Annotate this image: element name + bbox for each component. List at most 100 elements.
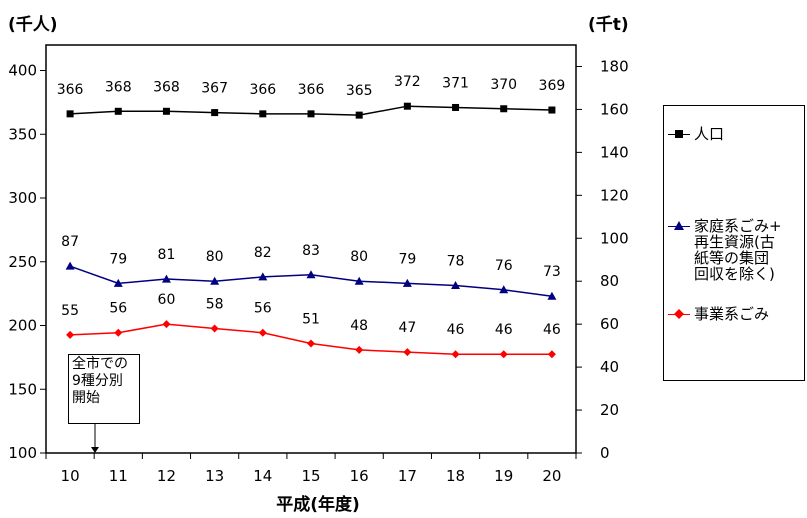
data-label: 79 [109,251,127,267]
x-tick-label: 13 [205,467,224,485]
data-point [452,103,460,111]
data-label: 368 [105,79,132,95]
data-point [210,276,220,285]
x-tick-label: 14 [253,467,272,485]
data-point [65,261,75,270]
annotation-box: 全市での 9種分別 開始 [68,354,140,424]
left-tick-label: 150 [8,380,37,398]
data-point [66,330,75,339]
legend-label-household-waste: 家庭系ごみ+ 再生資源(古 紙等の集団 回収を除く) [694,217,782,283]
annotation-arrowhead [91,447,99,453]
data-label: 55 [61,303,79,319]
data-point [451,281,461,290]
left-tick-label: 200 [8,317,37,335]
data-point [355,111,363,119]
data-label: 56 [254,301,272,317]
x-tick-label: 10 [61,467,80,485]
data-label: 60 [158,292,176,308]
data-point [403,348,412,357]
data-point [66,110,74,118]
data-label: 78 [447,254,465,270]
series-1: 87 79 81 80 82 83 80 79 78 76 73 [61,234,561,300]
data-label: 58 [206,296,224,312]
x-tick-label: 15 [301,467,320,485]
data-point [500,105,508,113]
left-tick-label: 300 [8,189,37,207]
data-label: 365 [346,83,373,99]
data-label: 366 [298,82,325,98]
data-point [354,276,364,285]
data-point [547,291,557,300]
data-point [451,350,460,359]
data-point [114,328,123,337]
right-tick-label: 180 [600,57,629,75]
data-point [210,324,219,333]
data-point [499,285,509,294]
right-tick-label: 160 [600,100,629,118]
left-tick-label: 100 [8,444,37,462]
data-point [114,107,122,115]
data-label: 371 [442,75,469,91]
data-label: 372 [394,74,421,90]
data-label: 47 [398,320,416,336]
legend: 人口 家庭系ごみ+ 再生資源(古 紙等の集団 回収を除く) 事業系ごみ [663,105,805,381]
right-tick-label: 80 [600,272,619,290]
right-tick-label: 40 [600,358,619,376]
data-label: 56 [109,301,127,317]
right-tick-label: 140 [600,143,629,161]
x-tick-label: 17 [398,467,417,485]
right-tick-label: 60 [600,315,619,333]
x-axis-title: 平成(年度) [276,494,360,515]
data-label: 370 [490,77,517,93]
data-point [355,345,364,354]
x-tick-label: 20 [542,467,561,485]
data-label: 83 [302,243,320,259]
data-label: 81 [158,247,176,263]
data-point [307,339,315,348]
data-label: 46 [543,322,561,338]
data-label: 367 [201,81,228,97]
data-point [258,272,268,281]
data-point [499,350,508,359]
data-point [211,109,219,117]
left-tick-label: 350 [8,125,37,143]
data-point [161,274,171,283]
data-label: 46 [447,322,465,338]
series-0: 366 368 368 367 366 366 365 372 371 370 369 [57,74,565,119]
right-tick-label: 120 [600,186,629,204]
series-2: 55 56 60 58 56 51 48 47 46 46 46 [61,292,561,359]
left-axis-unit: (千人) [8,15,58,35]
data-label: 46 [495,322,513,338]
data-label: 366 [57,82,84,98]
data-point [306,270,316,279]
data-label: 366 [249,82,276,98]
data-point [259,110,267,118]
left-y-axis: 100 150 200 250 300 350 400 [8,62,46,462]
legend-label-population: 人口 [694,125,725,143]
right-tick-label: 0 [600,444,610,462]
data-point [402,278,412,287]
right-axis-unit: (千t) [588,15,629,35]
data-label: 73 [543,264,561,280]
legend-square-marker-icon [675,130,683,138]
x-tick-label: 12 [157,467,176,485]
x-tick-label: 18 [446,467,465,485]
right-tick-label: 100 [600,229,629,247]
x-tick-label: 16 [350,467,369,485]
data-label: 51 [302,311,320,327]
data-label: 80 [206,249,224,265]
data-point [547,350,556,359]
data-point [162,320,171,329]
data-label: 48 [350,318,368,334]
right-tick-label: 20 [600,401,619,419]
data-point [548,106,556,114]
data-point [258,328,267,337]
x-tick-label: 11 [109,467,128,485]
data-label: 76 [495,258,513,274]
legend-diamond-marker-icon [674,309,684,319]
x-tick-label: 19 [494,467,513,485]
legend-triangle-marker-icon [674,221,684,230]
data-point [162,107,170,115]
data-label: 80 [350,249,368,265]
